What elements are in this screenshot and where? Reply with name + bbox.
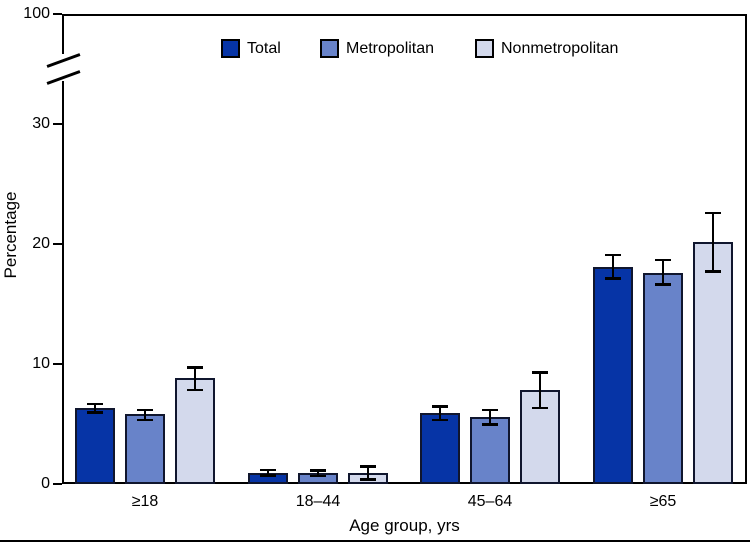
y-tick-label-20: 20	[32, 235, 50, 252]
legend-label-metropolitan: Metropolitan	[346, 39, 435, 57]
legend-label-nonmetropolitan: Nonmetropolitan	[501, 39, 619, 57]
error-bar-line	[438, 406, 442, 421]
error-bar-cap-bottom	[705, 270, 721, 273]
y-tick-label-30: 30	[32, 115, 50, 132]
y-tick-mark-10	[53, 363, 62, 365]
legend-item-metropolitan: Metropolitan	[320, 38, 434, 58]
legend-swatch-metropolitan	[320, 38, 339, 58]
error-bar-cap-bottom	[482, 423, 498, 426]
error-bar-cap-bottom	[310, 474, 326, 478]
error-bar-cap-top	[655, 258, 671, 262]
bar-nonmetropolitan-0	[175, 378, 215, 484]
legend-swatch-total	[221, 38, 240, 58]
error-bar-cap-top	[87, 402, 103, 406]
error-bar-cap-top	[432, 405, 448, 408]
x-category-label-3: ≥65	[649, 493, 677, 510]
error-bar-line	[143, 409, 147, 421]
error-bar-cap-bottom	[605, 277, 621, 280]
error-bar-cap-top	[482, 408, 498, 412]
error-bar-cap-top	[532, 371, 548, 374]
error-bar-cap-bottom	[432, 418, 448, 422]
error-bar-line	[316, 470, 320, 477]
figure-bottom-border	[0, 540, 750, 542]
error-bar-cap-top	[360, 465, 376, 468]
error-bar-cap-bottom	[187, 388, 203, 392]
error-bar-line	[366, 466, 370, 480]
error-bar-cap-bottom	[260, 474, 276, 477]
y-tick-label-0: 0	[41, 475, 50, 492]
error-bar-cap-top	[187, 366, 203, 369]
error-bar-line	[266, 469, 270, 476]
y-tick-label-100: 100	[23, 5, 50, 22]
error-bar-cap-top	[260, 468, 276, 472]
error-bar-cap-top	[605, 253, 621, 257]
error-bar-line	[488, 409, 492, 425]
x-category-label-2: 45–64	[467, 493, 513, 510]
bar-total-0	[75, 408, 115, 484]
error-bar-cap-bottom	[655, 283, 671, 286]
error-bar-cap-top	[310, 469, 326, 472]
bar-metropolitan-2	[470, 416, 510, 484]
y-axis-title: Percentage	[1, 191, 20, 279]
legend-item-nonmetropolitan: Nonmetropolitan	[475, 38, 618, 58]
y-tick-mark-0	[53, 483, 62, 485]
error-bar-line	[711, 212, 715, 272]
error-bar-cap-bottom	[360, 478, 376, 481]
error-bar-line	[193, 367, 197, 391]
legend-label-total: Total	[247, 39, 281, 57]
bar-nonmetropolitan-3	[693, 241, 733, 484]
x-axis-title: Age group, yrs	[349, 516, 460, 535]
error-bar-cap-top	[705, 211, 721, 215]
x-category-label-1: 18–44	[295, 493, 341, 510]
error-bar-line	[661, 259, 665, 285]
y-tick-label-10: 10	[32, 355, 50, 372]
x-category-label-0: ≥18	[131, 493, 159, 510]
error-bar-cap-bottom	[87, 411, 103, 414]
error-bar-cap-bottom	[532, 406, 548, 410]
y-tick-mark-20	[53, 243, 62, 245]
error-bar-line	[611, 254, 615, 279]
error-bar-cap-bottom	[137, 418, 153, 422]
bar-total-3	[593, 266, 633, 484]
y-tick-mark-100	[53, 13, 62, 15]
legend-swatch-nonmetropolitan	[475, 38, 494, 58]
error-bar-line	[93, 403, 97, 413]
plot-area	[62, 14, 747, 484]
bar-total-2	[420, 413, 460, 484]
bar-metropolitan-3	[643, 272, 683, 484]
error-bar-cap-top	[137, 408, 153, 412]
y-tick-mark-30	[53, 123, 62, 125]
error-bar-line	[538, 372, 542, 409]
legend-item-total: Total	[221, 38, 281, 58]
bar-metropolitan-0	[125, 414, 165, 484]
